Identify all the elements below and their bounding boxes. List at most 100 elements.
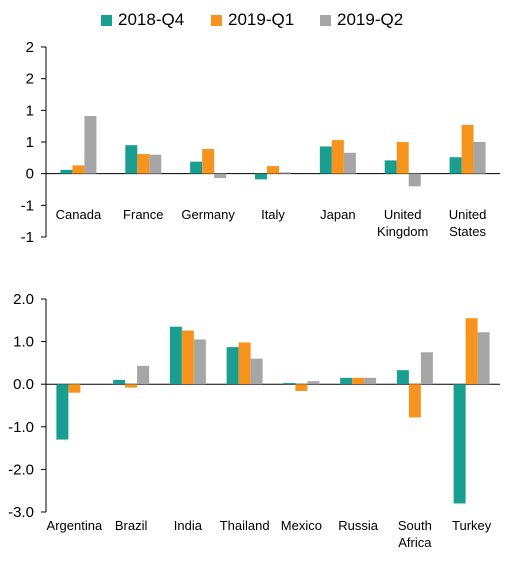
category-label-line: Japan [320, 207, 355, 222]
legend-swatch-2018-q4 [101, 14, 112, 26]
bar-2019-q2 [279, 172, 291, 174]
category-label-line: France [123, 207, 163, 222]
y-tick-label-2: 0.0 [13, 376, 34, 393]
category-label: Canada [56, 207, 102, 222]
bar-2019-q1 [461, 124, 474, 174]
bar-2019-q1 [331, 140, 344, 174]
bar-2018-q4 [283, 382, 296, 385]
bar-2019-q1 [72, 165, 85, 174]
bar-2019-q2 [307, 381, 320, 385]
bar-2019-q2 [477, 332, 490, 385]
category-label-line: Kingdom [377, 224, 428, 239]
legend-swatch-2019-q2 [320, 14, 331, 26]
bar-2019-q2 [214, 173, 227, 179]
legend-item-2019-q1: 2019-Q1 [211, 9, 294, 31]
bar-2019-q2 [420, 352, 433, 385]
y-tick-label-2: -2.0 [8, 461, 34, 478]
bar-2018-q4 [396, 370, 409, 385]
category-label-line: Italy [261, 207, 285, 222]
category-label-line: Turkey [452, 518, 492, 533]
bar-2019-q2 [149, 154, 162, 174]
category-label: Thailand [220, 518, 270, 533]
bar-2019-q2 [343, 152, 356, 174]
bar-2018-q4 [60, 169, 73, 174]
legend-label-2018-q4: 2018-Q4 [118, 10, 185, 29]
bar-2018-q4 [125, 145, 138, 174]
category-label-line: Germany [181, 207, 235, 222]
bar-2018-q4 [384, 160, 397, 174]
legend-label-2019-q1: 2019-Q1 [228, 10, 295, 29]
bar-2019-q1 [295, 384, 308, 392]
category-label: Mexico [281, 518, 322, 533]
category-label: Italy [261, 207, 285, 222]
bar-2019-q2 [408, 173, 421, 187]
category-label: Germany [181, 207, 235, 222]
bar-2019-q1 [465, 318, 478, 385]
y-tick-label-1: 0 [26, 166, 34, 183]
bar-2019-q1 [181, 330, 194, 385]
bar-2018-q4 [226, 347, 239, 385]
category-label: Brazil [115, 518, 148, 533]
bar-2019-q1 [408, 384, 421, 418]
bar-2018-q4 [113, 379, 126, 385]
category-label-line: Mexico [281, 518, 322, 533]
bar-2018-q4 [453, 384, 466, 504]
bar-2019-q2 [84, 116, 97, 174]
y-tick-label-2: 2.0 [13, 291, 34, 308]
category-label-line: South [398, 518, 432, 533]
bar-2019-q1 [267, 166, 279, 174]
category-label-line: United [449, 207, 487, 222]
bar-2018-q4 [255, 173, 267, 180]
y-tick-label-1: 2 [26, 39, 34, 56]
category-label: Japan [320, 207, 355, 222]
bar-2018-q4 [56, 384, 69, 440]
category-label: South Africa [398, 518, 432, 550]
category-label-line: Argentina [47, 518, 103, 533]
category-label: United Kingdom [377, 207, 428, 239]
y-tick-label-1: 1 [26, 134, 34, 151]
y-tick-label-2: 1.0 [13, 334, 34, 351]
y-tick-label-2: -1.0 [8, 419, 34, 436]
category-label: Russia [338, 518, 379, 533]
bar-2019-q2 [473, 142, 486, 174]
bar-2019-q2 [193, 339, 206, 385]
chart-legend: 2018-Q4 2019-Q1 2019-Q2 [0, 9, 520, 31]
category-label-line: Russia [338, 518, 379, 533]
category-label-line: States [449, 224, 486, 239]
category-label: Argentina [47, 518, 103, 533]
bar-2019-q1 [238, 342, 251, 385]
bar-2019-q1 [396, 142, 409, 174]
y-tick-label-1: 2 [26, 71, 34, 88]
legend-item-2018-q4: 2018-Q4 [101, 9, 184, 31]
category-label-line: United [384, 207, 422, 222]
legend-item-2019-q2: 2019-Q2 [320, 9, 403, 31]
bar-2019-q1 [202, 148, 215, 174]
bar-2019-q2 [364, 377, 377, 385]
bar-2019-q1 [68, 384, 81, 393]
category-label-line: Brazil [115, 518, 148, 533]
bar-2018-q4 [449, 157, 462, 174]
y-tick-label-1: 1 [26, 102, 34, 119]
bar-2018-q4 [169, 326, 182, 385]
bar-2019-q2 [137, 365, 150, 385]
bar-2019-q1 [137, 154, 150, 174]
bar-2018-q4 [190, 161, 203, 174]
legend-swatch-2019-q1 [211, 14, 222, 26]
bar-2019-q1 [352, 377, 365, 385]
category-label-line: India [174, 518, 203, 533]
y-tick-label-1: -1 [21, 197, 34, 214]
bar-2019-q2 [250, 358, 263, 385]
y-tick-label-2: -3.0 [8, 504, 34, 521]
legend-label-2019-q2: 2019-Q2 [337, 10, 404, 29]
bar-2018-q4 [340, 377, 353, 385]
category-label: France [123, 207, 163, 222]
category-label-line: Thailand [220, 518, 270, 533]
category-label: United States [449, 207, 487, 239]
category-label-line: Canada [56, 207, 102, 222]
category-label-line: Africa [398, 535, 432, 550]
category-label: Turkey [452, 518, 492, 533]
y-tick-label-1: -1 [21, 229, 34, 246]
category-label: India [174, 518, 203, 533]
bar-2019-q1 [125, 384, 138, 388]
